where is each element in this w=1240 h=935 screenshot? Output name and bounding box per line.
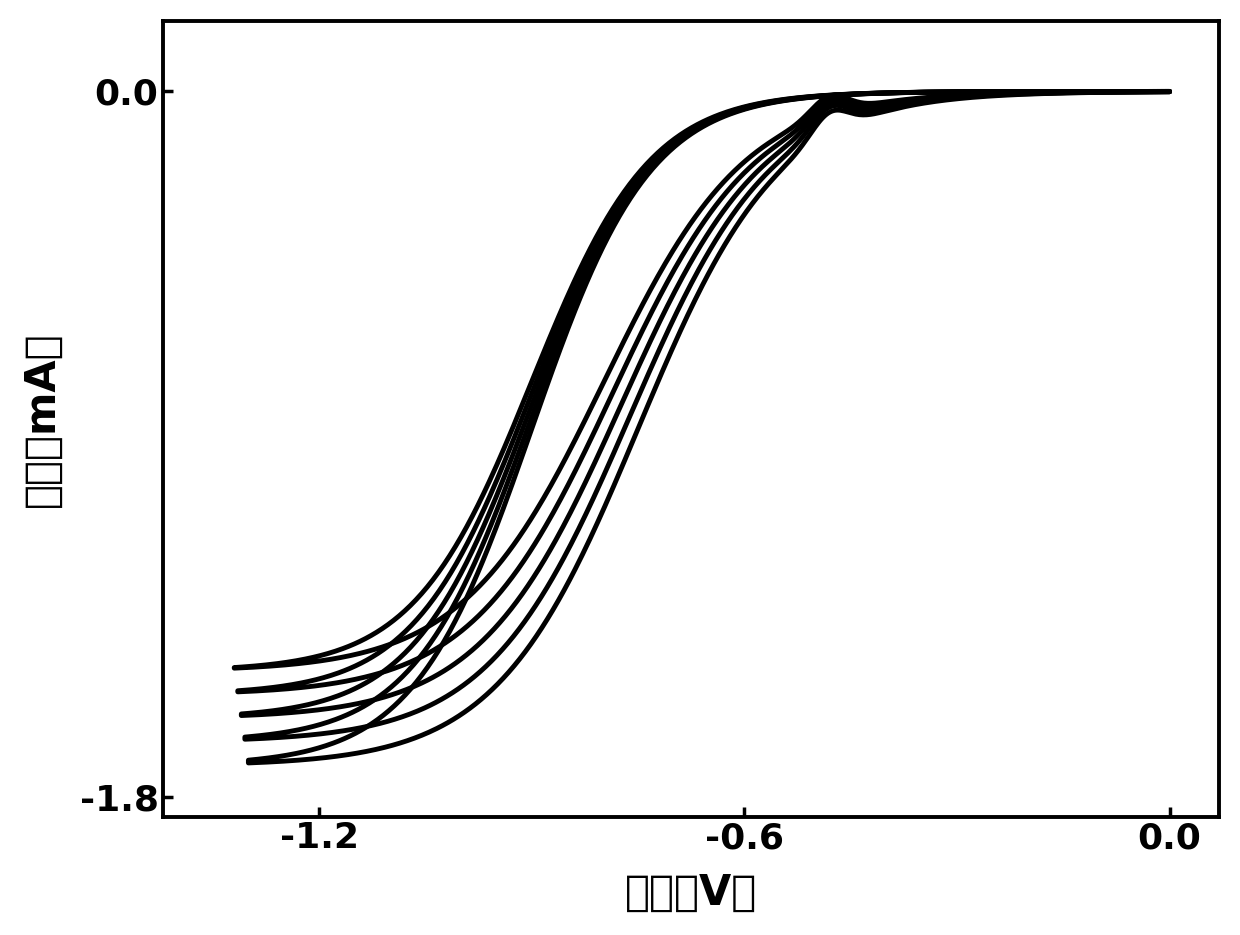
Y-axis label: 电流（mA）: 电流（mA） <box>21 331 63 507</box>
X-axis label: 电压（V）: 电压（V） <box>625 872 758 914</box>
